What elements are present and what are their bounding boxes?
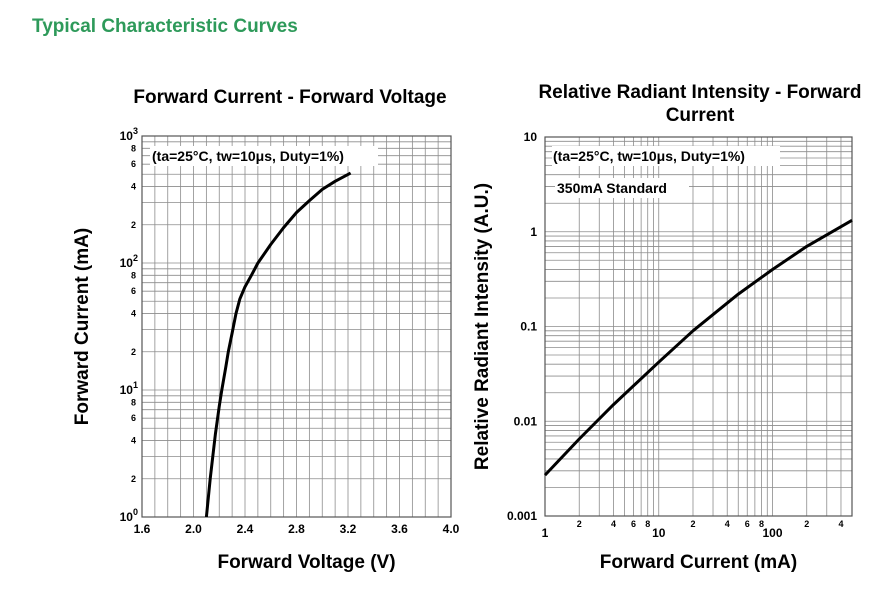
chart1-series-line (204, 171, 352, 518)
chart1-ytick-label: 102 (120, 253, 138, 270)
chart2-xtick-label: 1 (542, 526, 549, 540)
chart1-xtick-label: 2.8 (288, 522, 305, 536)
chart2-ytick-label: 0.01 (514, 414, 538, 428)
page-title: Typical Characteristic Curves (32, 16, 298, 37)
chart2-annotation2-bg (555, 178, 689, 198)
chart2-xtick-label: 2 (690, 519, 695, 529)
chart1-ytick-label: 100 (120, 507, 138, 524)
chart2-xtick-label: 4 (838, 519, 843, 529)
chart2-xtick-label: 2 (804, 519, 809, 529)
chart1-ytick-label: 8 (131, 143, 136, 153)
chart1-ytick-label: 4 (131, 436, 136, 446)
chart2-xtick-label: 8 (759, 519, 764, 529)
chart1-frame (141, 135, 452, 518)
chart1-xtick-label: 3.6 (391, 522, 408, 536)
chart2-series-line (543, 219, 853, 477)
chart1-annotation-bg (150, 146, 378, 166)
chart1-ytick-label: 8 (131, 397, 136, 407)
chart2-xtick-label: 100 (762, 526, 782, 540)
chart1-xtick-label: 4.0 (443, 522, 460, 536)
chart2-ytick-label: 1 (530, 225, 537, 239)
chart2-ylabel: Relative Radiant Intensity (A.U.) (472, 183, 493, 470)
chart1-xtick-label: 1.6 (134, 522, 151, 536)
chart1-ytick-label: 4 (131, 182, 136, 192)
chart1-ytick-label: 103 (120, 126, 138, 143)
chart2-xtick-label: 4 (611, 519, 616, 529)
chart1-ytick-label: 4 (131, 309, 136, 319)
chart1-xtick-label: 3.2 (340, 522, 357, 536)
chart2-xtick-label: 2 (577, 519, 582, 529)
chart1-ytick-label: 6 (131, 159, 136, 169)
chart2-xtick-label: 6 (631, 519, 636, 529)
chart1-title: Forward Current - Forward Voltage (133, 87, 447, 108)
chart1-ytick-label: 2 (131, 220, 136, 230)
chart1-annotation: (ta=25°C, tw=10μs, Duty=1%) (152, 148, 344, 164)
chart1-ylabel: Forward Current (mA) (72, 228, 93, 425)
chart1-ytick-label: 8 (131, 270, 136, 280)
chart1-ytick-label: 2 (131, 347, 136, 357)
chart2-ytick-label: 0.1 (520, 320, 537, 334)
chart1-xtick-label: 2.4 (237, 522, 254, 536)
chart2-annotation2: 350mA Standard (557, 180, 667, 196)
chart2-ytick-label: 0.001 (507, 509, 537, 523)
chart2-xlabel: Forward Current (mA) (600, 552, 797, 573)
chart2-xtick-label: 8 (645, 519, 650, 529)
chart2-xtick-label: 10 (652, 526, 666, 540)
chart2-xtick-label: 6 (745, 519, 750, 529)
chart1-ytick-label: 2 (131, 474, 136, 484)
chart2-annotation: (ta=25°C, tw=10μs, Duty=1%) (553, 148, 745, 164)
chart1-xlabel: Forward Voltage (V) (217, 552, 395, 573)
chart2-title: Relative Radiant Intensity - Forward Cur… (538, 82, 862, 126)
chart2-xtick-label: 4 (725, 519, 730, 529)
chart1-ytick-label: 6 (131, 286, 136, 296)
chart1-xtick-label: 2.0 (185, 522, 202, 536)
chart1-ytick-label: 101 (120, 380, 138, 397)
chart2-frame (544, 136, 853, 517)
chart2-annotation-bg (552, 146, 780, 166)
chart1-ytick-label: 6 (131, 413, 136, 423)
chart2-ytick-label: 10 (524, 130, 538, 144)
